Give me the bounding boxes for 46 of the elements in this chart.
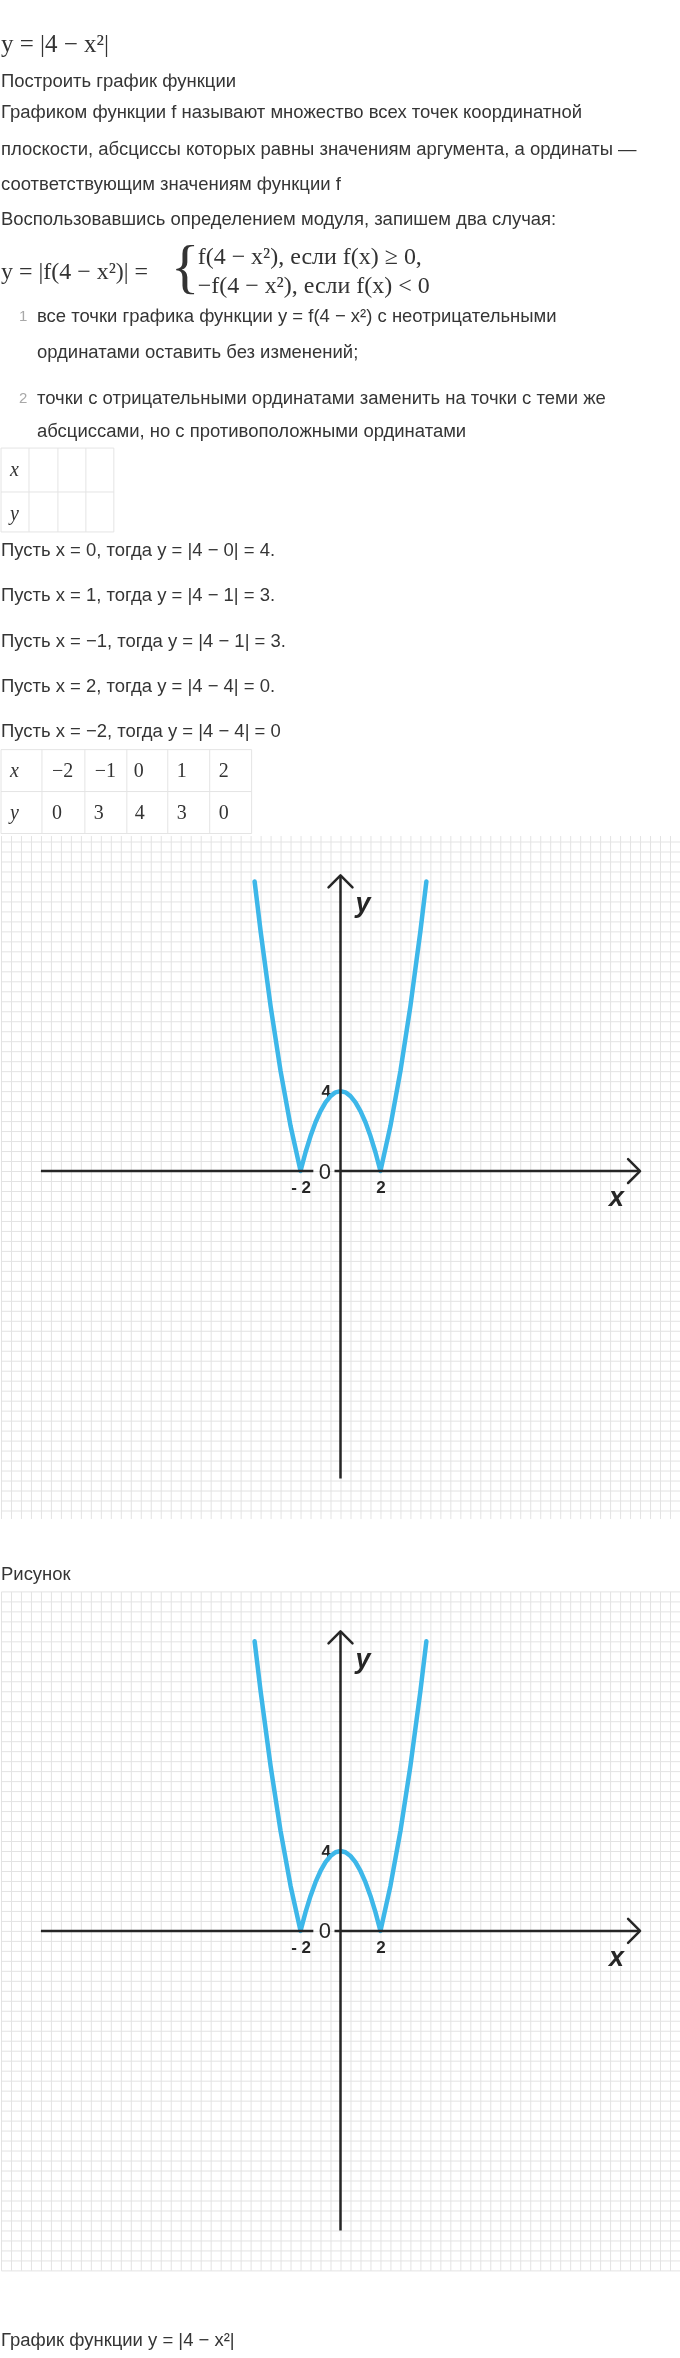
text: 2 (18, 389, 28, 407)
text: y = |f(4 − x²)| = (1, 258, 149, 285)
text: 1 (176, 758, 187, 781)
text: Пусть x = 1, тогда y = |4 − 1| = 3. (1, 583, 276, 605)
text: f(4 − x²), если f(x) ≥ 0, (197, 243, 422, 270)
text: 1 (18, 307, 28, 325)
text: Пусть x = 0, тогда y = |4 − 0| = 4. (1, 538, 276, 560)
text: абсциссами, но с противоположными ординатами (36, 420, 467, 442)
y-tick-label: 0 (318, 1158, 332, 1184)
x-tick-label: - 2 (291, 1178, 311, 1198)
text: 4 (134, 800, 145, 823)
text: ординатами оставить без изменений; (36, 341, 359, 363)
text: 0 (218, 800, 229, 823)
text: График функции y = |4 − x²| (1, 2329, 235, 2351)
text: все точки графика функции y = f(4 − x²) с неотрицательными (36, 305, 557, 327)
chart-title: Рисунок (1, 1563, 72, 1585)
text: 2 (218, 758, 229, 781)
text: −1 (94, 758, 117, 781)
chart-subtitle: Построить график функции (1, 69, 237, 91)
y-tick-label: 0 (318, 1918, 332, 1944)
text: Пусть x = −2, тогда y = |4 − 4| = 0 (1, 719, 281, 741)
y-tick-label: 4 (321, 1081, 332, 1101)
text: Графиком функции f называют множество всех точек координатной (1, 100, 583, 122)
text: Воспользовавшись определением модуля, запишем два случая: (1, 208, 557, 230)
text: x (8, 458, 19, 481)
text: соответствующим значениям функции f (1, 173, 342, 195)
x-axis-title: x (607, 1942, 626, 1973)
y-axis-title: y (353, 1643, 373, 1674)
text: −2 (51, 758, 74, 781)
y-tick-label: 4 (321, 1841, 332, 1861)
chart-title: y = |4 − x²| (1, 29, 110, 57)
text: Пусть x = 2, тогда y = |4 − 4| = 0. (1, 674, 276, 696)
x-axis-title: x (607, 1182, 626, 1213)
text: 0 (51, 800, 62, 823)
text: −f(4 − x²), если f(x) < 0 (197, 272, 430, 299)
text: y (7, 501, 19, 525)
y-axis-title: y (353, 887, 373, 918)
text: x (8, 758, 19, 781)
text: y (7, 800, 19, 824)
text: Пусть x = −1, тогда y = |4 − 1| = 3. (1, 629, 286, 651)
text: 3 (93, 800, 104, 823)
x-tick-label: - 2 (291, 1938, 311, 1958)
text: 0 (133, 758, 144, 781)
text: плоскости, абсциссы которых равны значениям аргумента, а ординаты — (1, 137, 638, 159)
text: точки с отрицательными ординатами заменить на точки с теми же (36, 387, 606, 409)
text: 3 (176, 800, 187, 823)
